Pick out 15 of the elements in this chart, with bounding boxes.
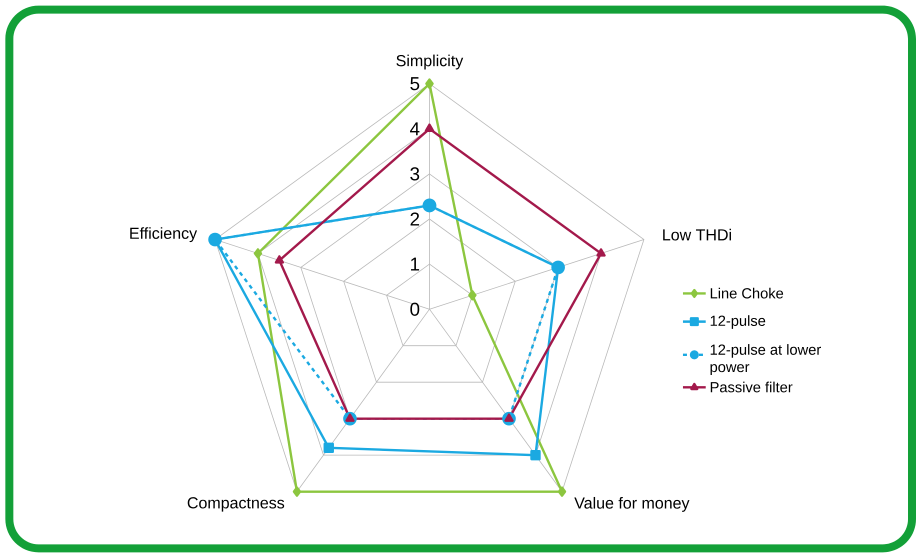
y-tick-label: 4: [410, 122, 420, 136]
y-tick-label: 2: [410, 212, 420, 226]
spoke-label: Compactness: [188, 497, 284, 512]
legend-label: Passive filter: [710, 382, 792, 392]
legend-label: 12-pulse at lower power: [710, 344, 822, 376]
spoke-label: Efficiency: [130, 227, 198, 242]
y-tick-label: 3: [410, 167, 420, 181]
legend-label: Line Choke: [710, 288, 784, 299]
y-tick-label: 5: [410, 77, 420, 90]
y-tick-label: 0: [410, 302, 420, 316]
legend-label: 12-pulse: [710, 315, 766, 329]
spoke-label: Value for money: [574, 496, 690, 512]
spoke-label: Low THDi: [663, 228, 731, 241]
y-tick-label: 1: [411, 258, 420, 271]
spoke-label: Simplicity: [396, 54, 464, 70]
